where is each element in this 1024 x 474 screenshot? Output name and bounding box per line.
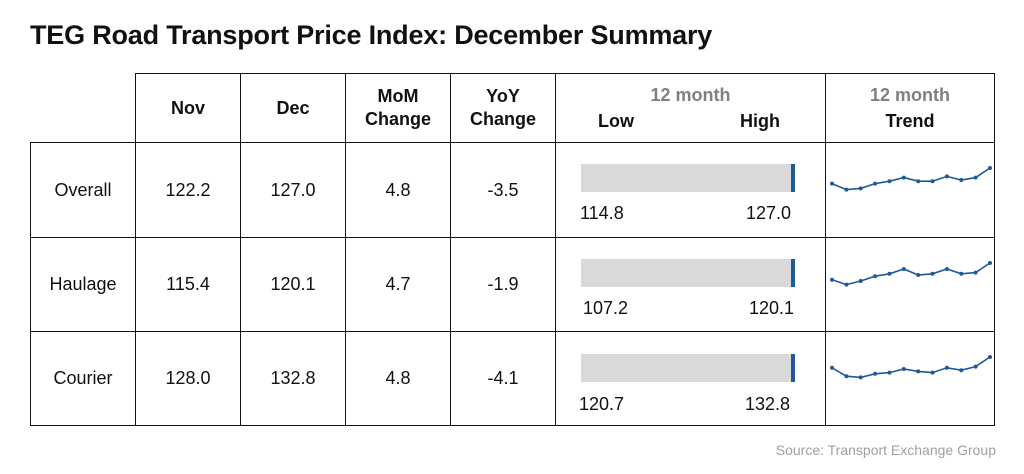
sparkline-line <box>831 262 991 286</box>
header-nov: Nov <box>170 97 205 118</box>
sparkline-point <box>930 179 935 184</box>
sparkline-line <box>831 167 991 191</box>
sparkline-point <box>830 277 834 282</box>
header-yoy-line2: Change <box>469 109 536 129</box>
cell-mom: 4.8 <box>385 179 411 200</box>
sparkline-point <box>901 175 906 180</box>
cell-nov: 128.0 <box>165 368 211 388</box>
summary-table: Nov Dec MoM Change YoY Change 12 month L… <box>30 73 995 426</box>
cell-dec: 120.1 <box>270 274 316 294</box>
header-trend-top: 12 month <box>869 85 950 105</box>
range-current-marker <box>791 354 795 382</box>
sparkline-point <box>973 175 978 180</box>
range-low-value: 120.7 <box>579 394 625 414</box>
cell-nov: 122.2 <box>165 179 211 200</box>
sparkline-point <box>858 186 863 191</box>
sparkline-point <box>944 174 949 179</box>
sparkline-point <box>858 375 863 380</box>
sparkline-point <box>873 371 878 376</box>
header-trend-bottom: Trend <box>885 111 935 131</box>
range-current-marker <box>791 164 795 192</box>
sparkline-overall <box>830 166 992 192</box>
range-bar <box>581 259 794 287</box>
sparkline-point <box>887 271 892 276</box>
range-low-value: 107.2 <box>583 298 629 318</box>
sparkline-point <box>916 369 921 374</box>
header-mom: MoM Change <box>346 74 450 142</box>
cell-yoy: -3.5 <box>487 179 519 200</box>
sparkline-point <box>901 267 906 271</box>
range-high-value: 120.1 <box>749 298 795 318</box>
sparkline-point <box>944 365 949 370</box>
header-range-top: 12 month <box>650 85 731 105</box>
sparkline-point <box>988 261 992 265</box>
sparkline-point <box>959 178 964 182</box>
header-mom-line2: Change <box>364 109 431 129</box>
cell-dec: 132.8 <box>270 368 316 388</box>
sparkline-point <box>830 365 834 370</box>
sparkline-point <box>873 274 878 279</box>
sparkline-point <box>959 368 964 373</box>
sparkline-point <box>973 270 978 275</box>
header-mom-line1: MoM <box>377 86 419 106</box>
cell-yoy: -4.1 <box>487 368 519 388</box>
row-label-overall: Overall <box>54 179 112 200</box>
source-note: Source: Transport Exchange Group <box>775 442 996 458</box>
sparkline-point <box>873 181 878 186</box>
cell-mom: 4.8 <box>385 368 411 388</box>
sparkline-point <box>988 355 992 359</box>
row-label-haulage: Haulage <box>49 274 117 294</box>
page-title: TEG Road Transport Price Index: December… <box>30 20 713 50</box>
sparkline-point <box>959 271 964 276</box>
header-yoy: YoY Change <box>451 74 555 142</box>
range-current-marker <box>791 259 795 287</box>
cell-dec: 127.0 <box>270 179 316 200</box>
cell-mom: 4.7 <box>385 274 411 294</box>
sparkline-point <box>930 370 935 375</box>
range-low-value: 114.8 <box>580 203 624 223</box>
sparkline-point <box>973 364 978 369</box>
range-high-value: 127.0 <box>746 203 792 223</box>
header-range-high: High <box>740 111 780 131</box>
header-dec: Dec <box>276 97 310 118</box>
sparkline-point <box>844 374 849 379</box>
cell-nov: 115.4 <box>166 274 210 294</box>
header-range-low: Low <box>598 111 634 131</box>
sparkline-point <box>916 179 921 184</box>
sparkline-point <box>930 271 935 276</box>
cell-yoy: -1.9 <box>487 274 519 294</box>
sparkline-line <box>831 356 991 379</box>
sparkline-point <box>916 273 921 277</box>
header-yoy-line1: YoY <box>486 86 520 106</box>
row-label-courier: Courier <box>53 368 113 388</box>
sparkline-courier <box>830 355 992 380</box>
range-bar <box>581 164 794 192</box>
range-high-value: 132.8 <box>745 394 791 414</box>
sparkline-point <box>844 282 849 287</box>
range-bar <box>581 354 794 382</box>
sparkline-point <box>944 267 949 271</box>
sparkline-point <box>887 370 892 375</box>
sparkline-point <box>844 187 849 192</box>
sparkline-point <box>858 279 863 283</box>
sparkline-point <box>901 367 906 371</box>
sparkline-point <box>988 166 992 170</box>
sparkline-point <box>887 179 892 184</box>
sparkline-point <box>830 181 834 186</box>
sparkline-haulage <box>830 261 992 287</box>
